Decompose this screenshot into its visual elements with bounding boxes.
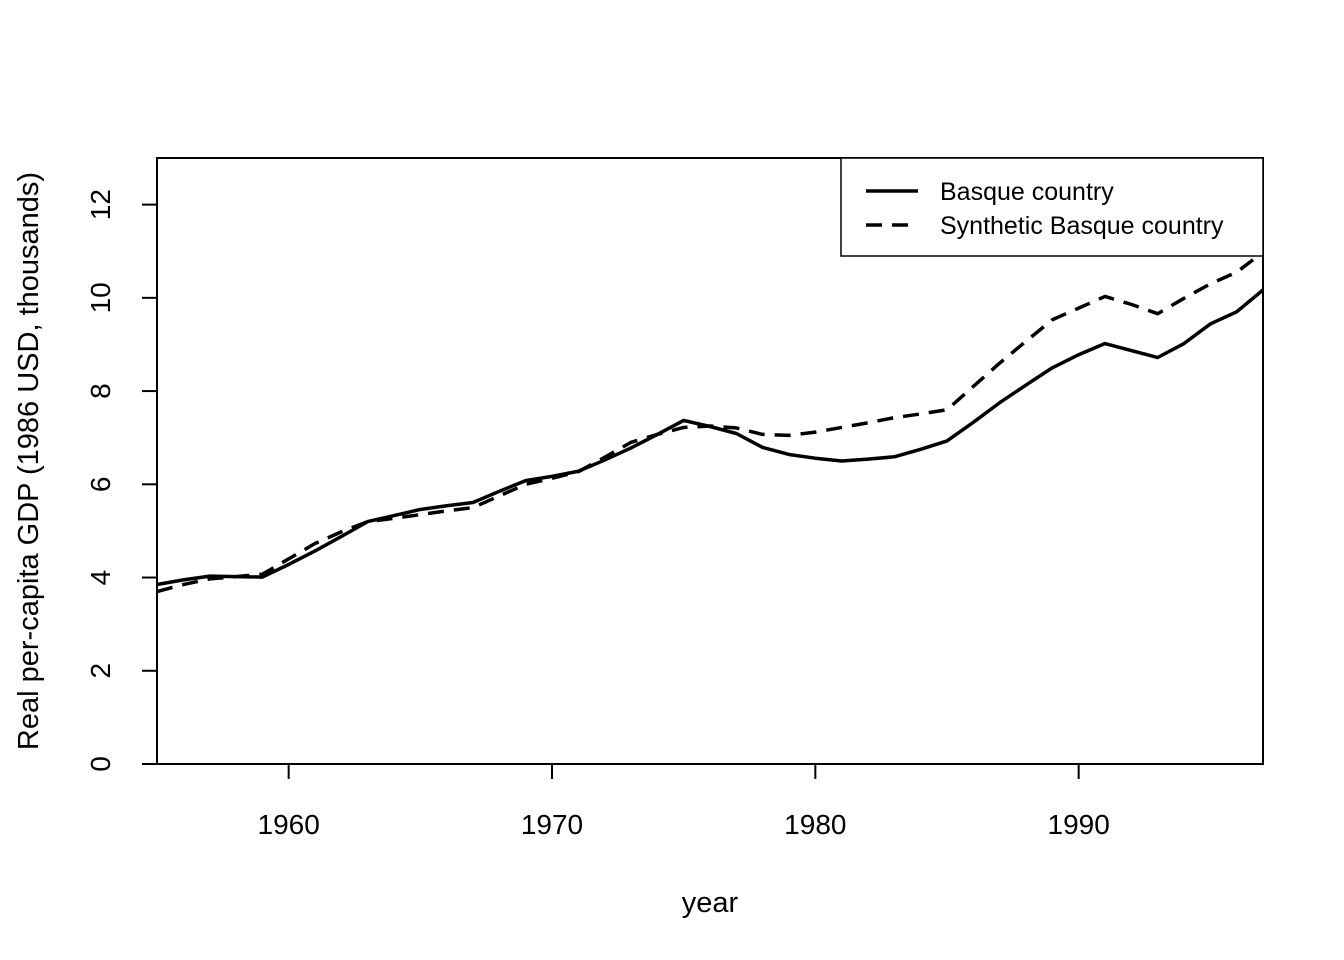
legend-label-basque-country: Basque country (940, 178, 1114, 206)
x-tick-label-1990: 1990 (1048, 809, 1110, 840)
legend: Basque country Synthetic Basque country (840, 157, 1264, 257)
y-tick-label-0: 0 (85, 756, 116, 772)
x-tick-label-1970: 1970 (521, 809, 583, 840)
series-line-synthetic-basque-country (157, 250, 1263, 594)
series-layer (157, 250, 1263, 594)
y-tick-label-12: 12 (85, 189, 116, 220)
legend-box (840, 157, 1264, 257)
y-tick-label-4: 4 (85, 570, 116, 586)
y-tick-label-10: 10 (85, 282, 116, 313)
x-axis: 1960 1970 1980 1990 (258, 763, 1110, 840)
x-tick-label-1980: 1980 (784, 809, 846, 840)
y-axis-title: Real per-capita GDP (1986 USD, thousands… (13, 172, 45, 750)
x-axis-title: year (682, 887, 739, 919)
series-line-basque-country (157, 288, 1263, 587)
y-tick-label-8: 8 (85, 383, 116, 399)
legend-label-synthetic-basque-country: Synthetic Basque country (940, 212, 1224, 240)
x-tick-label-1960: 1960 (258, 809, 320, 840)
y-tick-label-6: 6 (85, 477, 116, 493)
y-tick-label-2: 2 (85, 663, 116, 679)
y-axis: 0 2 4 6 8 10 12 (85, 189, 158, 772)
